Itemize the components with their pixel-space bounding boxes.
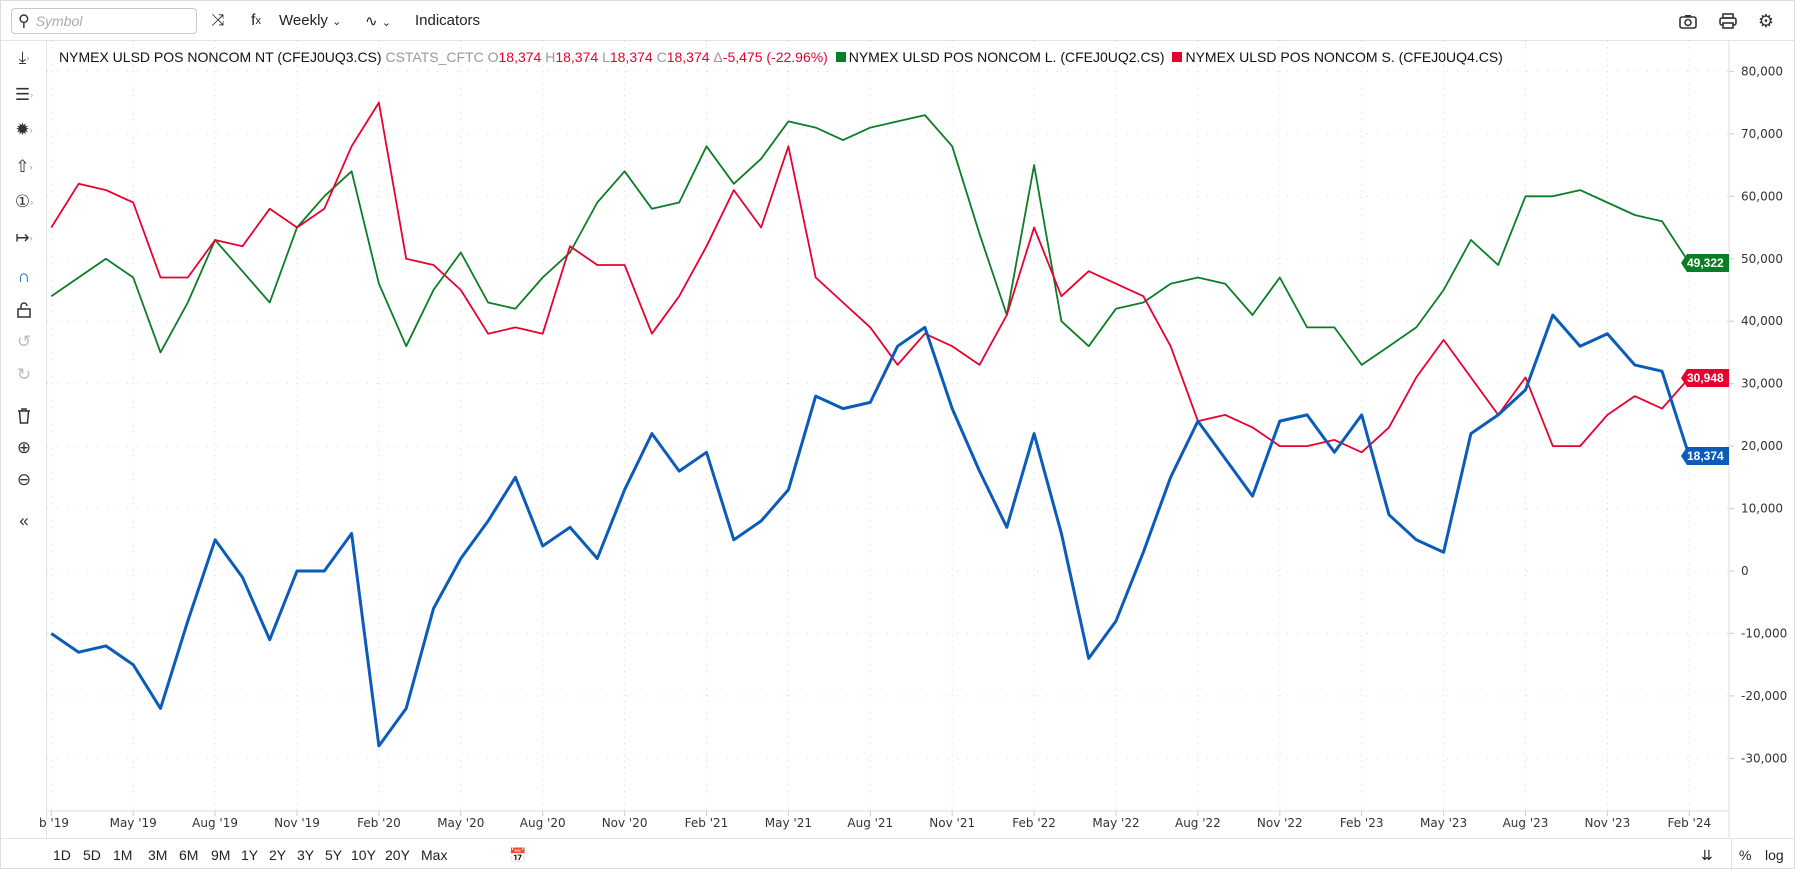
x-tick-label: Feb '20 [357,816,401,830]
range-button-3m[interactable]: 3M [148,847,167,863]
y-tick-label: 10,000 [1741,502,1783,516]
legend-source: CSTATS_CFTC [385,49,483,65]
range-button-1y[interactable]: 1Y [241,847,258,863]
x-tick-label: Feb '21 [685,816,729,830]
x-tick-label: Aug '23 [1503,816,1549,830]
x-tick-label: Nov '23 [1584,816,1630,830]
x-tick-label: Feb '23 [1340,816,1384,830]
x-tick-label: Feb '22 [1012,816,1056,830]
range-button-5y[interactable]: 5Y [325,847,342,863]
series-lines [51,103,1689,746]
range-button-5d[interactable]: 5D [83,847,101,863]
y-tick-label: 80,000 [1741,64,1783,78]
y-tick-label: 0 [1741,564,1749,578]
change-label: Δ [713,49,722,65]
long-price-tag: 49,322 [1681,254,1729,272]
change-value: -5,475 (-22.96%) [723,49,828,65]
x-tick-label: Nov '20 [602,816,648,830]
range-button-2y[interactable]: 2Y [269,847,286,863]
x-axis: b '19 May '19 Aug '19 Nov '19 Feb '20 May '20… [39,811,1711,830]
y-tick-label: 30,000 [1741,377,1783,391]
y-tick-label: 50,000 [1741,252,1783,266]
legend-short-series[interactable]: NYMEX ULSD POS NONCOM S. (CFEJ0UQ4.CS) [1185,49,1502,65]
range-button-1m[interactable]: 1M [113,847,132,863]
grid [47,41,1729,811]
long-swatch [836,52,846,62]
x-tick-label: Feb '24 [1667,816,1711,830]
short-swatch [1172,52,1182,62]
chart-legend: NYMEX ULSD POS NONCOM NT (CFEJ0UQ3.CS) C… [59,49,1503,65]
expand-chevrons-icon[interactable]: ⇊ [1701,847,1713,864]
y-tick-label: -30,000 [1741,751,1787,765]
x-tick-label: May '23 [1420,816,1467,830]
calendar-icon[interactable]: 📅 [509,847,526,864]
open-label: O [488,49,499,65]
high-value: 18,374 [555,49,598,65]
x-tick-label: Aug '21 [847,816,893,830]
close-value: 18,374 [667,49,710,65]
range-button-max[interactable]: Max [421,847,447,863]
divider [1731,839,1732,871]
x-tick-label: May '21 [765,816,812,830]
range-button-20y[interactable]: 20Y [385,847,410,863]
x-tick-label: Aug '20 [520,816,566,830]
legend-main-series[interactable]: NYMEX ULSD POS NONCOM NT (CFEJ0UQ3.CS) [59,49,382,65]
x-tick-label: Aug '19 [192,816,238,830]
y-axis: -30,000 -20,000 -10,000 0 10,000 20,000 30,000… [1729,64,1787,765]
range-button-10y[interactable]: 10Y [351,847,376,863]
x-tick-label: May '20 [437,816,484,830]
x-tick-label: Nov '19 [274,816,320,830]
x-tick-label: Aug '22 [1175,816,1221,830]
y-tick-label: 60,000 [1741,189,1783,203]
x-tick-label: Nov '22 [1257,816,1303,830]
low-value: 18,374 [610,49,653,65]
y-tick-label: -20,000 [1741,689,1787,703]
y-tick-label: 20,000 [1741,439,1783,453]
log-toggle[interactable]: log [1765,847,1784,863]
series-line-net[interactable] [51,315,1689,746]
range-button-6m[interactable]: 6M [179,847,198,863]
low-label: L [602,49,610,65]
y-tick-label: -10,000 [1741,626,1787,640]
legend-long-series[interactable]: NYMEX ULSD POS NONCOM L. (CFEJ0UQ2.CS) [849,49,1165,65]
x-tick-label: May '19 [110,816,157,830]
x-tick-label: b '19 [39,816,69,830]
short-price-tag: 30,948 [1681,369,1729,387]
range-button-3y[interactable]: 3Y [297,847,314,863]
range-button-1d[interactable]: 1D [53,847,71,863]
high-label: H [545,49,555,65]
y-tick-label: 40,000 [1741,314,1783,328]
x-tick-label: Nov '21 [929,816,975,830]
percent-toggle[interactable]: % [1739,847,1751,863]
open-value: 18,374 [499,49,542,65]
x-tick-label: May '22 [1092,816,1139,830]
y-tick-label: 70,000 [1741,127,1783,141]
net-price-tag: 18,374 [1681,447,1729,465]
close-label: C [657,49,667,65]
range-button-9m[interactable]: 9M [211,847,230,863]
range-bar: 1D 5D 1M 3M 6M 9M 1Y 2Y 3Y 5Y 10Y 20Y Max 📅 ⇊ % log [1,838,1795,870]
